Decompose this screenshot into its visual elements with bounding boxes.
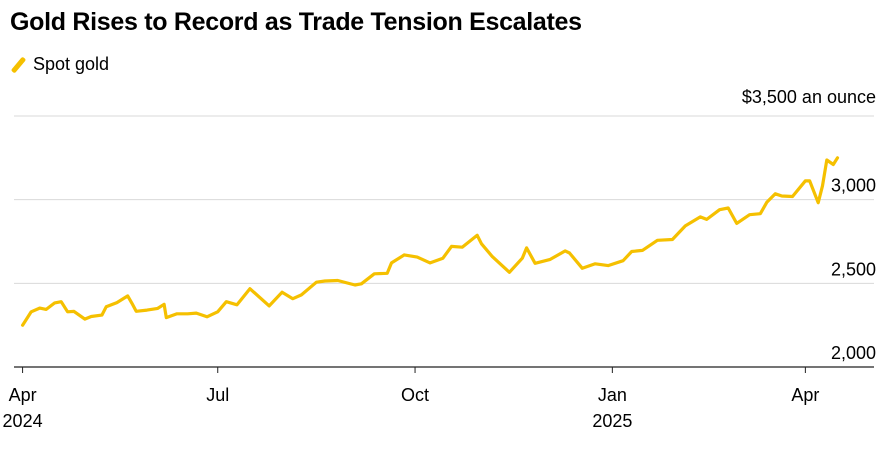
legend-label: Spot gold <box>33 54 110 74</box>
y-unit-label: $3,500 an ounce <box>742 87 876 107</box>
x-tick-year-label: 2024 <box>3 411 43 431</box>
x-tick-label: Jul <box>206 385 229 405</box>
chart-title: Gold Rises to Record as Trade Tension Es… <box>10 8 582 36</box>
x-tick-label: Oct <box>401 385 429 405</box>
x-tick-label: Jan <box>598 385 627 405</box>
series-layer <box>21 156 840 327</box>
legend: Spot gold <box>10 54 110 75</box>
x-tick-label: Apr <box>9 385 37 405</box>
x-tick-label: Apr <box>791 385 819 405</box>
y-tick-label: 3,000 <box>831 176 876 196</box>
gridlines <box>14 115 874 368</box>
y-tick-label: 2,500 <box>831 259 876 279</box>
x-tick-year-label: 2025 <box>592 411 632 431</box>
y-tick-label: 2,000 <box>831 343 876 363</box>
x-axis: Apr 2024 Jul Oct Jan 2025 Apr <box>3 367 819 431</box>
y-axis-ticks: 3,000 2,500 2,000 <box>831 176 876 363</box>
series-line-spot-gold <box>21 156 840 327</box>
